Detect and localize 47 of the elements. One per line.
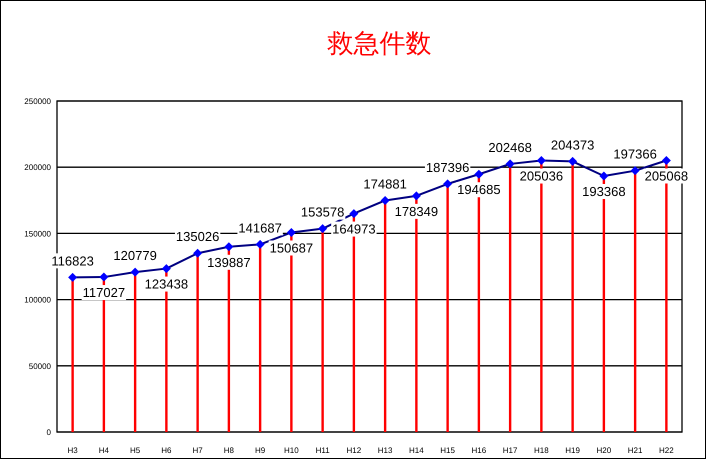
data-label: 174881 [363, 176, 407, 192]
y-tick-label: 200000 [24, 163, 52, 172]
x-tick-label: H16 [472, 446, 487, 455]
x-tick-label: H14 [409, 446, 424, 455]
data-label: 135026 [176, 229, 220, 244]
data-label: 141687 [238, 220, 282, 236]
data-label: 205068 [644, 168, 688, 184]
data-label: 117027 [82, 285, 126, 300]
data-label: 193368 [582, 184, 626, 199]
data-label: 153578 [300, 204, 344, 220]
x-tick-label: H17 [502, 446, 518, 455]
x-tick-label: H11 [316, 446, 330, 455]
x-tick-label: H18 [534, 446, 550, 455]
data-label: 202468 [488, 140, 532, 155]
data-label: 123438 [144, 276, 188, 292]
x-tick-label: H7 [192, 446, 204, 455]
x-tick-label: H4 [98, 446, 110, 455]
x-tick-label: H19 [565, 446, 581, 455]
data-label: 197366 [613, 146, 657, 162]
x-tick-label: H15 [440, 446, 456, 455]
x-tick-label: H20 [596, 446, 612, 455]
data-label: 150687 [270, 240, 314, 256]
x-tick-label: H21 [628, 446, 644, 455]
x-tick-label: H22 [659, 446, 674, 455]
data-label: 178349 [394, 204, 438, 219]
x-tick-label: H9 [255, 446, 266, 455]
x-tick-label: H12 [346, 446, 362, 455]
data-label: 204373 [550, 137, 594, 152]
data-label: 120779 [113, 248, 157, 264]
data-label: 116823 [51, 253, 94, 268]
data-label: 139887 [207, 254, 251, 270]
x-tick-label: H13 [378, 446, 394, 455]
data-label: 194685 [457, 182, 501, 198]
data-label: 187396 [426, 160, 470, 175]
data-label: 205036 [520, 168, 564, 184]
data-label: 164973 [332, 222, 376, 237]
x-tick-label: H3 [68, 446, 78, 455]
y-tick-label: 250000 [24, 97, 52, 106]
y-tick-label: 150000 [24, 229, 52, 238]
y-tick-label: 50000 [28, 362, 52, 371]
chart-title: 救急件数 [326, 28, 432, 58]
x-tick-label: H5 [130, 446, 141, 455]
x-tick-label: H6 [161, 446, 172, 455]
y-tick-label: 100000 [24, 296, 52, 305]
x-tick-label: H8 [224, 446, 235, 455]
y-tick-label: 0 [46, 428, 52, 437]
x-tick-label: H10 [284, 446, 300, 455]
